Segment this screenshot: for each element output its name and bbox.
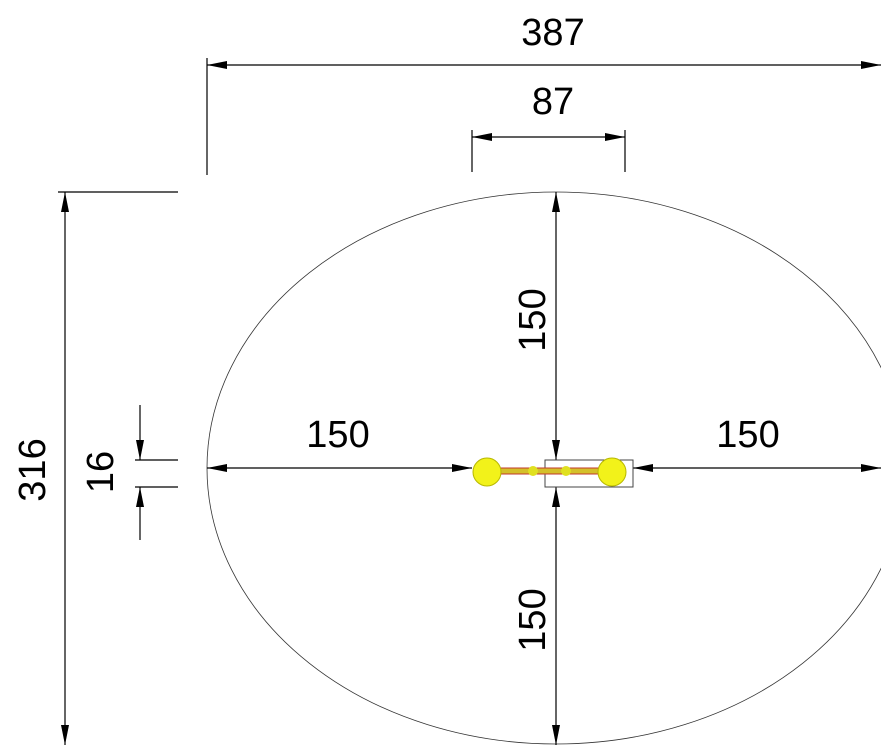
dimension-label: 316 [12, 438, 54, 501]
dimension-label: 150 [716, 414, 779, 456]
dimension-label: 387 [521, 12, 584, 54]
dimension-label: 150 [512, 588, 554, 651]
drawing: 387 87 316 16 150 150 150 150 [0, 0, 881, 748]
dimension-label: 16 [80, 451, 122, 493]
dimension-label: 87 [532, 81, 574, 123]
dimension-label: 150 [306, 414, 369, 456]
dimension-label: 150 [512, 288, 554, 351]
part [473, 458, 633, 487]
